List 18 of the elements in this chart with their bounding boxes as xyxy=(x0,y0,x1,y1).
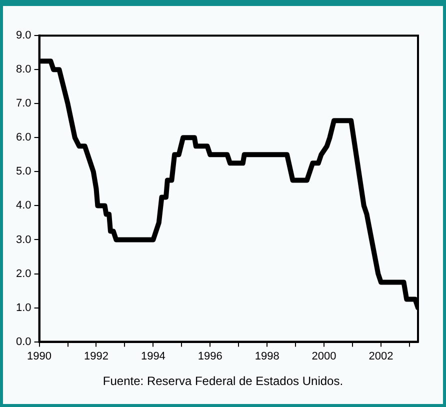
x-tick-label: 2002 xyxy=(368,350,394,362)
y-tick-label: 3.0 xyxy=(16,234,32,246)
x-tick-label: 1990 xyxy=(27,350,52,362)
y-tick-label: 1.0 xyxy=(16,302,32,314)
source-note: Fuente: Reserva Federal de Estados Unidos. xyxy=(102,374,344,388)
y-tick-label: 4.0 xyxy=(16,200,32,212)
x-tick-label: 1998 xyxy=(254,350,280,362)
y-tick-label: 8.0 xyxy=(16,64,32,76)
y-tick-label: 5.0 xyxy=(16,166,32,178)
x-tick-label: 2000 xyxy=(312,350,336,362)
y-tick-label: 9.0 xyxy=(16,30,32,42)
y-tick-label: 2.0 xyxy=(16,268,32,280)
y-tick-label: 6.0 xyxy=(16,132,32,144)
x-tick-label: 1996 xyxy=(198,350,222,362)
x-tick-label: 1992 xyxy=(84,350,108,362)
x-tick-label: 1994 xyxy=(140,350,166,362)
y-tick-label: 7.0 xyxy=(16,98,32,110)
y-tick-label: 0.0 xyxy=(16,336,32,348)
